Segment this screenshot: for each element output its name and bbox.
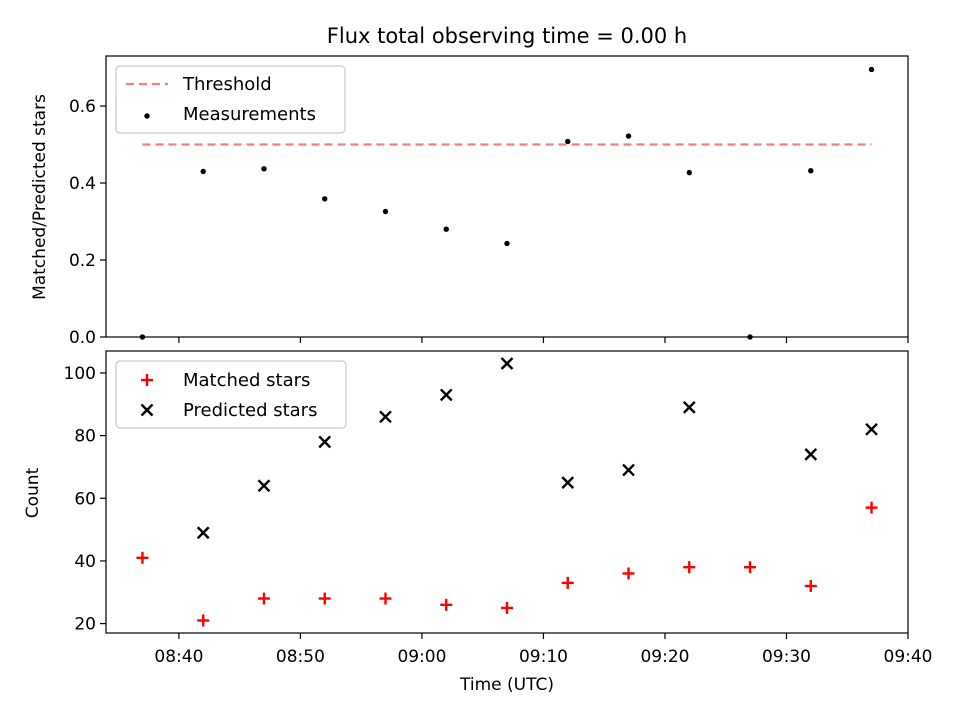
legend-matched-label: Matched stars bbox=[183, 370, 310, 391]
plot-frame bbox=[105, 55, 909, 338]
matched-star-point bbox=[379, 592, 392, 605]
legend-box bbox=[115, 360, 347, 429]
plus-marker-icon bbox=[141, 374, 153, 386]
legend-measurements-swatch bbox=[144, 113, 150, 119]
y-tick-label: 80 bbox=[74, 427, 96, 447]
predicted-star-point bbox=[318, 435, 332, 449]
predicted-star-point bbox=[439, 388, 453, 402]
predicted-star-point bbox=[500, 357, 514, 370]
matched-star-point bbox=[744, 561, 757, 574]
y-axis-label: Matched/Predicted stars bbox=[30, 94, 50, 300]
y-tick-label: 20 bbox=[74, 615, 96, 635]
x-axis-ticks: 08:40 08:50 09:00 09:10 09:20 09:30 09:40 bbox=[154, 633, 933, 667]
legend-box bbox=[115, 65, 346, 134]
predicted-star-point bbox=[379, 410, 392, 424]
measurement-point bbox=[565, 138, 571, 145]
matched-star-point bbox=[318, 592, 331, 605]
matched-star-point bbox=[804, 580, 817, 592]
matched-star-point bbox=[622, 567, 635, 580]
predicted-star-point bbox=[622, 463, 635, 477]
count-points bbox=[136, 357, 878, 627]
matched-star-point bbox=[257, 592, 270, 605]
matched-star-point bbox=[440, 598, 453, 611]
legend-predicted-label: Predicted stars bbox=[183, 400, 317, 421]
x-marker-icon bbox=[140, 403, 154, 417]
measurement-point bbox=[382, 208, 389, 215]
measurement-point bbox=[625, 133, 632, 139]
y-tick-label: 100 bbox=[64, 364, 96, 384]
legend-threshold-label: Threshold bbox=[182, 74, 272, 95]
y-axis-ticks: 20 40 60 80 100 bbox=[64, 364, 106, 635]
x-axis-label: Time (UTC) bbox=[459, 675, 554, 695]
x-tick-label: 08:50 bbox=[276, 647, 325, 667]
y-tick-label: 40 bbox=[74, 552, 96, 572]
matched-star-point bbox=[683, 561, 696, 574]
matched-star-point bbox=[136, 551, 149, 564]
y-axis-ticks: 0.0 0.2 0.4 0.6 bbox=[69, 97, 106, 348]
predicted-star-point bbox=[865, 422, 878, 436]
measurement-point bbox=[443, 226, 449, 232]
x-tick-label: 09:40 bbox=[884, 647, 933, 667]
ratio-panel: Flux total observing time = 0.00 h Match… bbox=[30, 24, 909, 348]
matched-star-point bbox=[865, 501, 878, 514]
y-tick-label: 60 bbox=[74, 489, 96, 509]
plot-frame bbox=[105, 350, 909, 634]
measurement-point bbox=[868, 66, 875, 73]
predicted-star-point bbox=[804, 448, 818, 461]
predicted-star-point bbox=[257, 479, 271, 493]
y-tick-label: 0.0 bbox=[69, 328, 96, 348]
matched-star-point bbox=[561, 576, 574, 589]
x-tick-label: 09:00 bbox=[397, 647, 446, 667]
x-tick-label: 09:30 bbox=[762, 647, 811, 667]
measurement-point bbox=[261, 166, 267, 172]
predicted-star-point bbox=[561, 476, 575, 489]
measurement-point bbox=[686, 169, 692, 176]
y-axis-label: Count bbox=[23, 467, 43, 518]
predicted-star-point bbox=[682, 401, 696, 414]
y-tick-label: 0.2 bbox=[69, 251, 96, 271]
measurement-point bbox=[200, 168, 206, 175]
matched-star-point bbox=[501, 601, 513, 614]
measurement-point bbox=[504, 240, 510, 247]
matched-star-point bbox=[197, 614, 210, 627]
x-axis-ticks bbox=[178, 337, 909, 343]
legend-matched-swatch bbox=[141, 374, 153, 386]
x-tick-label: 08:40 bbox=[154, 647, 203, 667]
x-tick-label: 09:10 bbox=[519, 647, 568, 667]
legend: Matched stars Predicted stars bbox=[115, 360, 347, 429]
legend-measurements-label: Measurements bbox=[183, 104, 316, 125]
legend-predicted-swatch bbox=[140, 403, 154, 417]
legend: Threshold Measurements bbox=[115, 65, 346, 134]
predicted-star-point bbox=[196, 526, 210, 540]
y-tick-label: 0.6 bbox=[69, 97, 96, 117]
chart-title: Flux total observing time = 0.00 h bbox=[327, 24, 687, 48]
x-tick-label: 09:20 bbox=[640, 647, 689, 667]
y-tick-label: 0.4 bbox=[69, 174, 96, 194]
measurement-point bbox=[322, 196, 328, 202]
measurement-point bbox=[808, 168, 814, 174]
